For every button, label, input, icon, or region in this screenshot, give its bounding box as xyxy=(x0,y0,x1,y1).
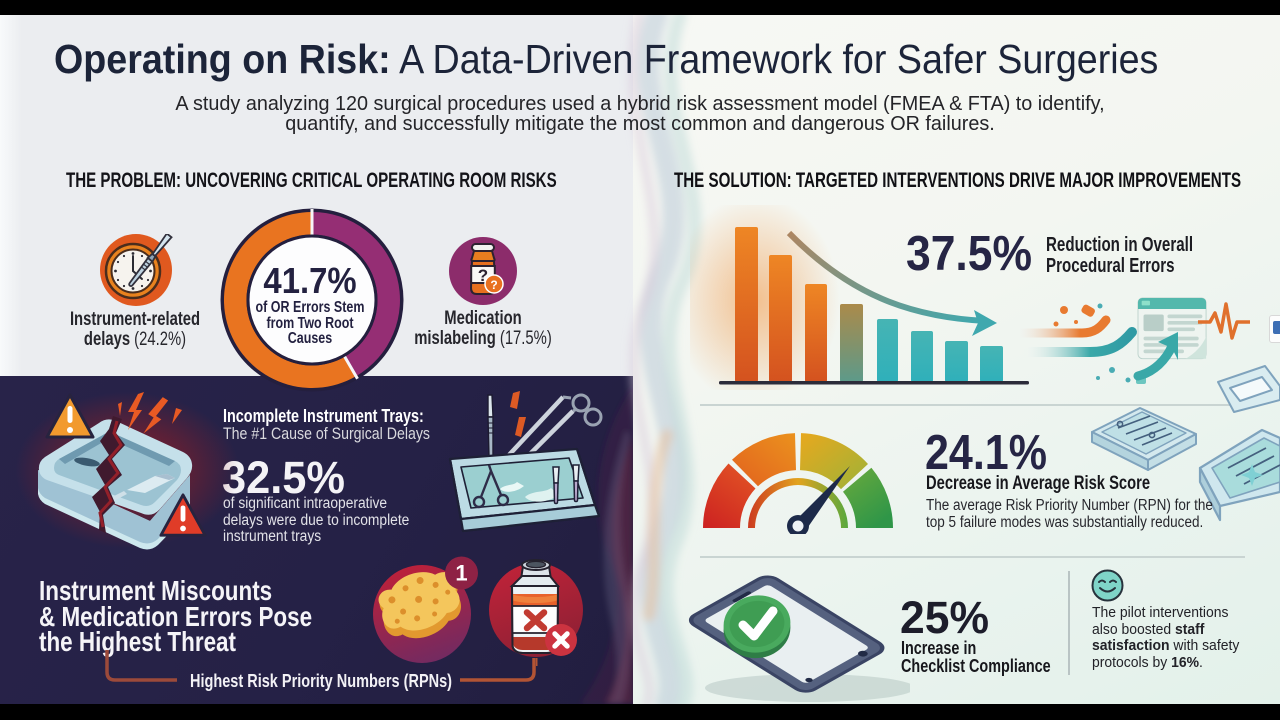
svg-text:?: ? xyxy=(478,266,488,285)
svg-text:1: 1 xyxy=(455,561,467,586)
svg-text:?: ? xyxy=(490,278,497,292)
